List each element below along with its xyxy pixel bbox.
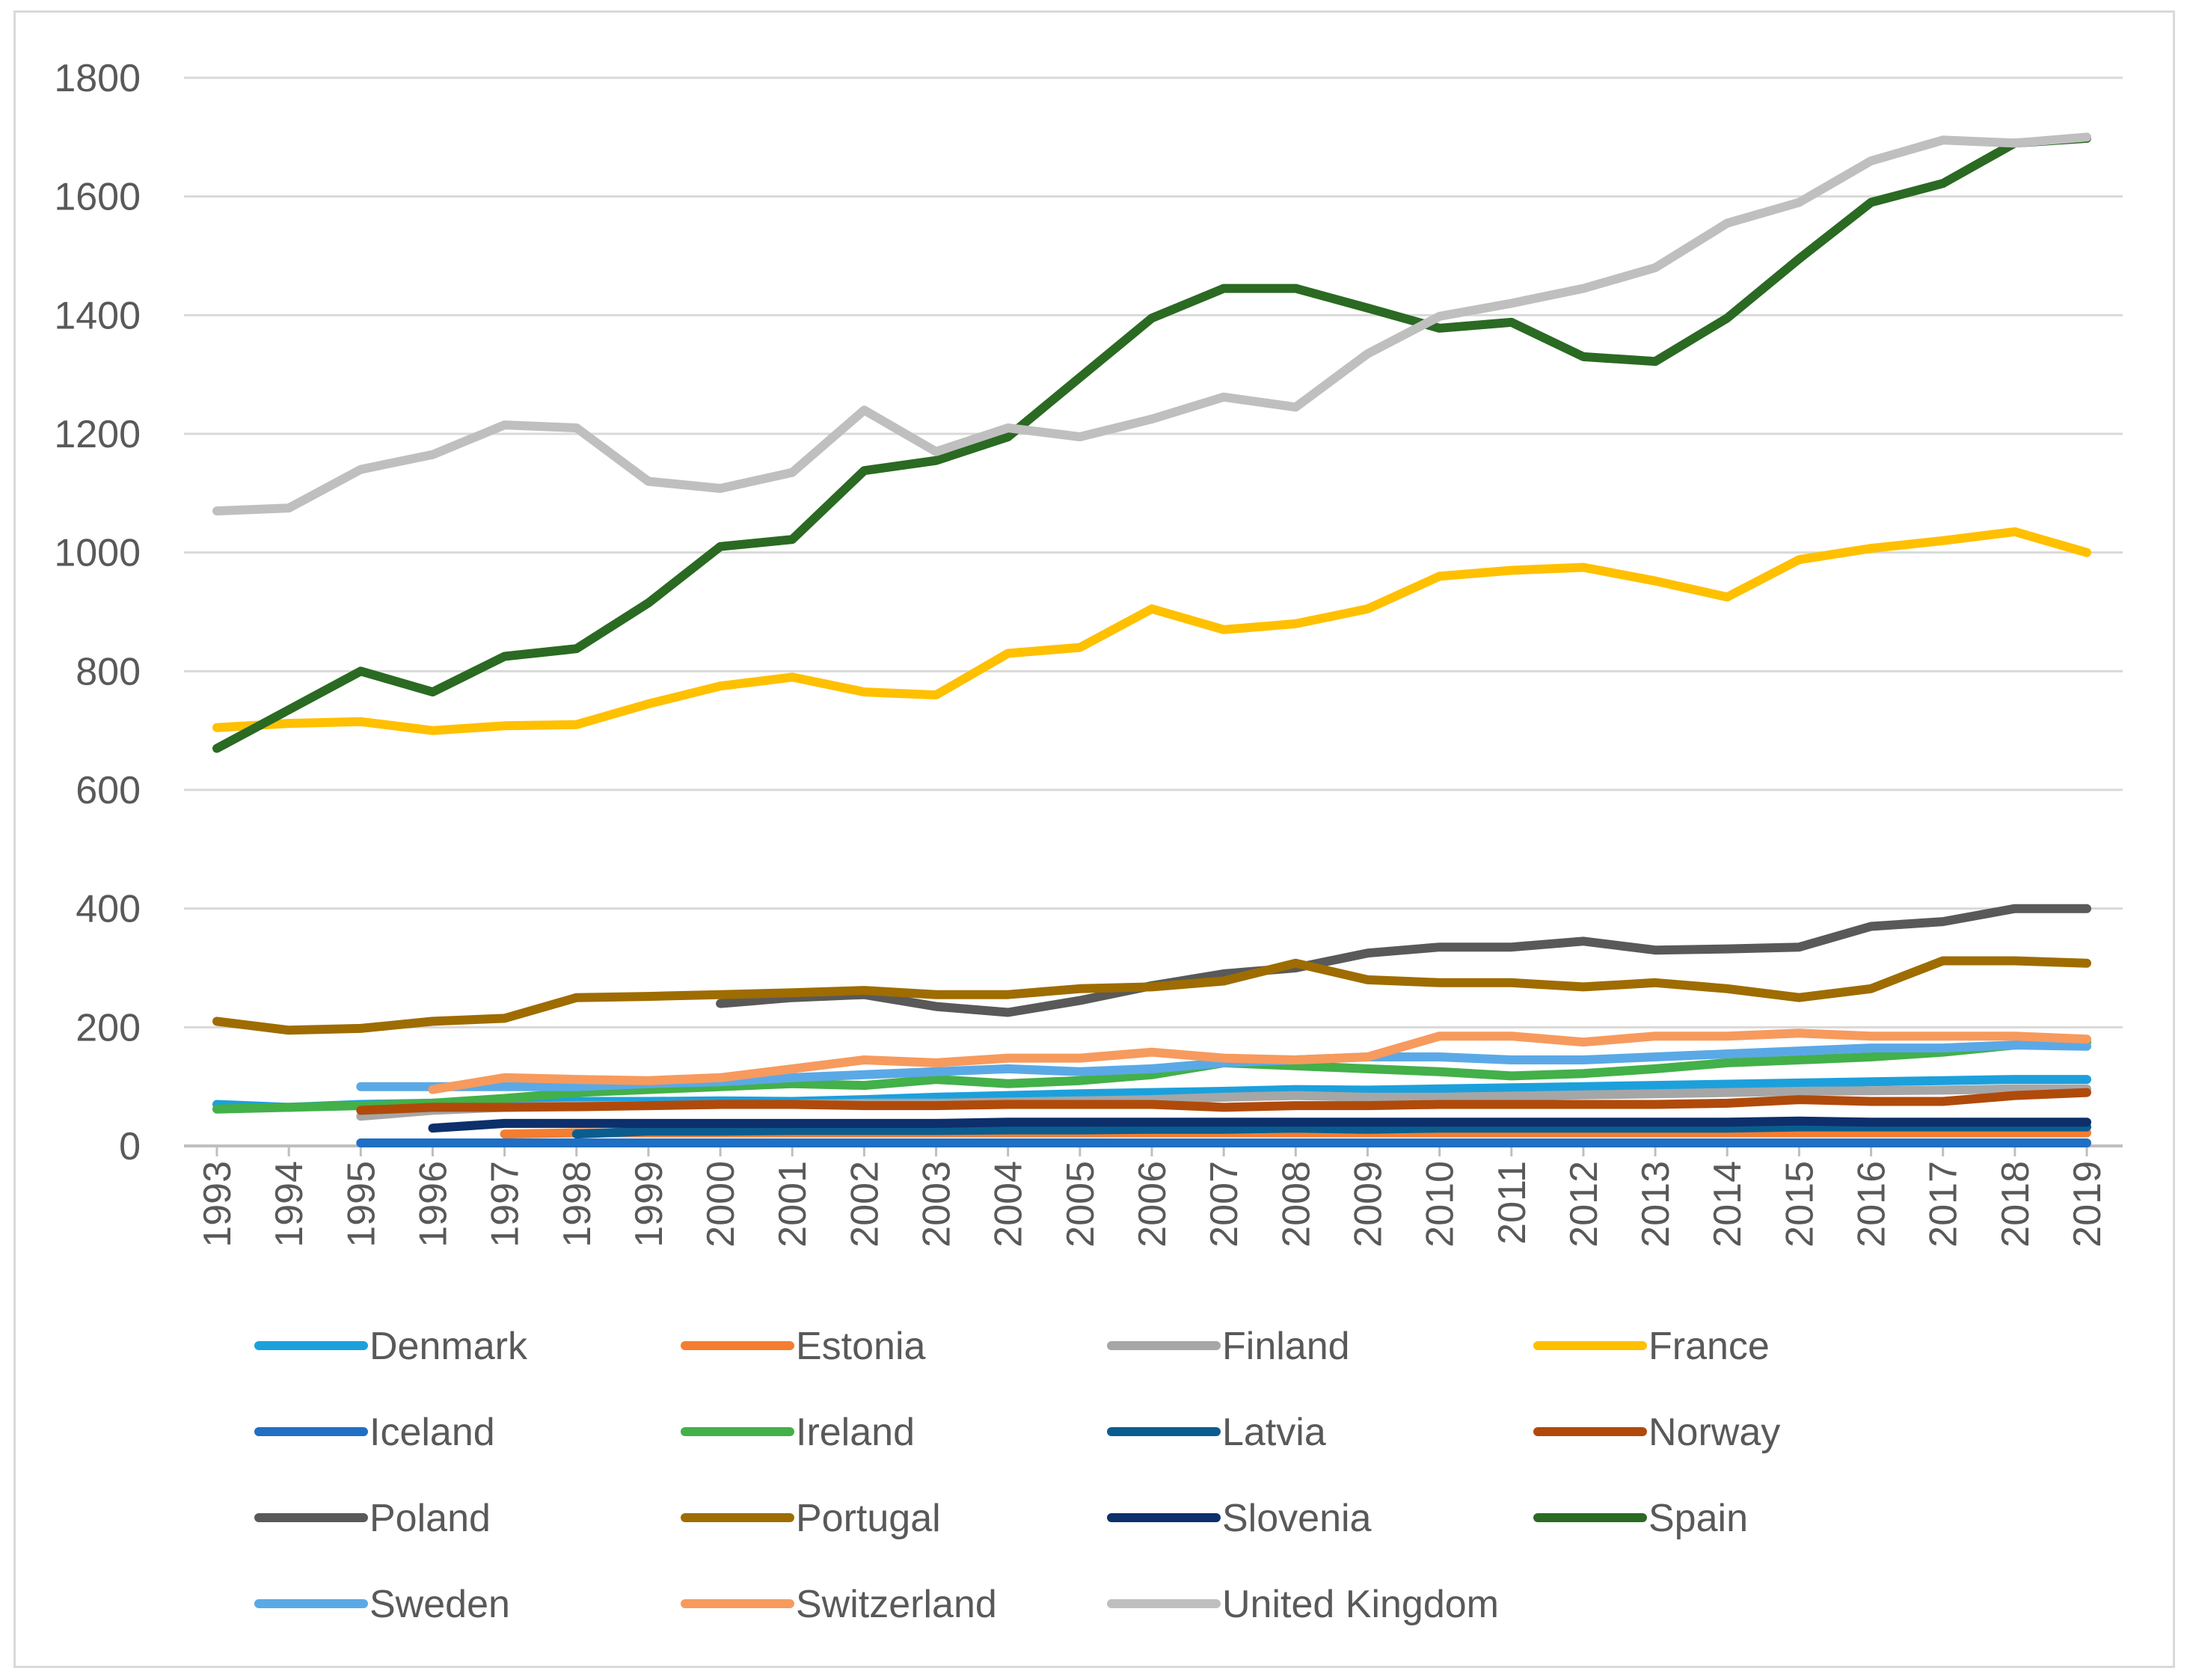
legend-label-portugal: Portugal <box>796 1497 941 1540</box>
x-tick-label: 2001 <box>771 1161 815 1248</box>
legend-label-france: France <box>1648 1325 1770 1368</box>
x-tick-label: 1994 <box>268 1161 311 1248</box>
y-tick-label: 1800 <box>54 57 141 100</box>
y-tick-label: 200 <box>76 1006 141 1049</box>
y-tick-label: 800 <box>76 650 141 693</box>
legend-label-estonia: Estonia <box>796 1325 926 1368</box>
series-line-france <box>212 527 2091 735</box>
x-tick-label: 1996 <box>411 1161 455 1248</box>
legend-label-united-kingdom: United Kingdom <box>1222 1583 1499 1626</box>
legend-label-ireland: Ireland <box>796 1411 915 1454</box>
x-tick-label: 1993 <box>196 1161 239 1248</box>
x-tick-label: 2012 <box>1562 1161 1606 1248</box>
legend-label-latvia: Latvia <box>1222 1411 1326 1454</box>
chart-frame <box>13 10 2175 1668</box>
x-tick-label: 2005 <box>1059 1161 1102 1248</box>
y-tick-label: 600 <box>76 769 141 812</box>
x-tick-label: 2016 <box>1850 1161 1894 1248</box>
legend-label-sweden: Sweden <box>369 1583 510 1626</box>
x-tick-label: 1997 <box>484 1161 527 1248</box>
legend-label-finland: Finland <box>1222 1325 1350 1368</box>
x-tick-label: 2009 <box>1346 1161 1390 1248</box>
x-tick-label: 2013 <box>1634 1161 1678 1248</box>
x-tick-label: 2014 <box>1706 1161 1749 1248</box>
x-axis: 1993 1994 1995 1996 1997 1998 1999 2000 2001 2002… <box>196 1146 2109 1248</box>
x-tick-label: 2015 <box>1778 1161 1821 1248</box>
series-line-slovenia <box>428 1116 2091 1133</box>
legend-label-poland: Poland <box>369 1497 491 1540</box>
series-line-portugal <box>212 956 2091 1035</box>
series-line-denmark <box>212 1075 2091 1112</box>
x-tick-label: 2003 <box>915 1161 959 1248</box>
x-tick-label: 1999 <box>628 1161 671 1248</box>
x-tick-label: 1998 <box>556 1161 599 1248</box>
series-line-poland <box>716 904 2091 1017</box>
series-line-ireland <box>212 1037 2091 1114</box>
x-tick-label: 2004 <box>987 1161 1031 1248</box>
legend-label-norway: Norway <box>1648 1411 1780 1454</box>
y-tick-label: 1600 <box>54 176 141 219</box>
x-tick-label: 2010 <box>1419 1161 1462 1248</box>
legend-label-iceland: Iceland <box>369 1411 495 1454</box>
x-tick-label: 2000 <box>699 1161 743 1248</box>
legend-label-denmark: Denmark <box>369 1325 528 1368</box>
y-tick-label: 1200 <box>54 413 141 456</box>
x-tick-label: 2017 <box>1922 1161 1966 1248</box>
y-axis: 0 200 400 600 800 1000 1200 1400 1600 1800 <box>54 57 141 1168</box>
legend-label-switzerland: Switzerland <box>796 1583 997 1626</box>
x-tick-label: 2008 <box>1275 1161 1318 1248</box>
x-tick-label: 2006 <box>1131 1161 1174 1248</box>
y-tick-label: 1000 <box>54 532 141 575</box>
legend: Denmark Estonia Finland France Iceland Irelan… <box>254 1325 1780 1626</box>
series-line-latvia <box>571 1122 2091 1139</box>
y-tick-label: 0 <box>119 1125 141 1168</box>
series-line-switzerland <box>428 1028 2091 1094</box>
series-line-united-kingdom <box>212 132 2091 516</box>
legend-label-slovenia: Slovenia <box>1222 1497 1372 1540</box>
x-tick-label: 2002 <box>843 1161 886 1248</box>
x-tick-label: 2019 <box>2066 1161 2109 1248</box>
series-line-spain <box>212 133 2091 753</box>
series-lines <box>212 132 2091 1147</box>
legend-label-spain: Spain <box>1648 1497 1748 1540</box>
x-tick-label: 2011 <box>1491 1161 1534 1245</box>
x-tick-label: 1995 <box>340 1161 383 1248</box>
y-tick-label: 400 <box>76 888 141 931</box>
x-tick-label: 2007 <box>1203 1161 1246 1248</box>
series-line-norway <box>356 1088 2091 1115</box>
x-tick-label: 2018 <box>1994 1161 2037 1248</box>
y-tick-label: 1400 <box>54 294 141 337</box>
